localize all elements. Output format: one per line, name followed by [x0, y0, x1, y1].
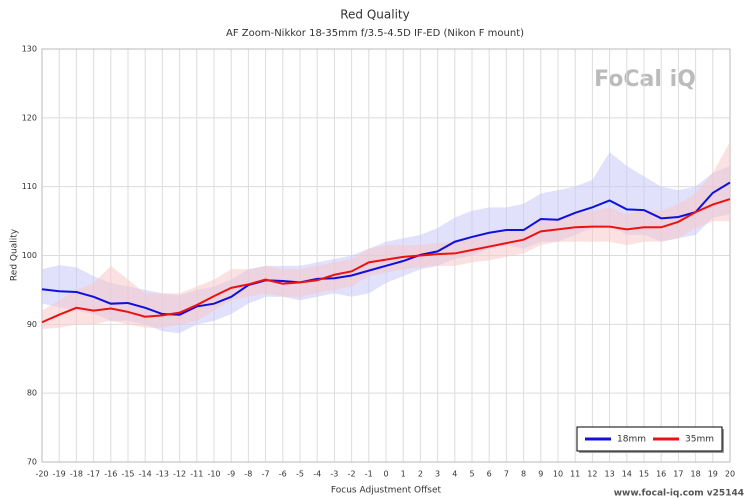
x-tick-label: 3 [435, 470, 440, 479]
footer: www.focal-iq.com v25144 [614, 489, 744, 499]
y-tick-label: 80 [27, 389, 37, 398]
x-tick-label: -12 [173, 470, 186, 479]
x-tick-label: -16 [104, 470, 117, 479]
y-tick-label: 100 [22, 251, 37, 260]
x-tick-label: -20 [35, 470, 48, 479]
x-tick-label: -8 [244, 470, 252, 479]
x-tick-label: -13 [156, 470, 169, 479]
chart-title: Red Quality [340, 8, 410, 22]
y-tick-label: 110 [22, 182, 37, 191]
legend-label: 18mm [617, 435, 646, 445]
x-tick-label: 6 [487, 470, 492, 479]
x-tick-label: -18 [70, 470, 83, 479]
x-tick-label: -7 [262, 470, 270, 479]
y-axis-label: Red Quality [10, 228, 20, 281]
x-tick-label: 18 [691, 470, 701, 479]
y-tick-label: 90 [27, 320, 37, 329]
x-tick-label: 17 [673, 470, 683, 479]
x-tick-label: 16 [656, 470, 666, 479]
x-tick-label: -14 [139, 470, 152, 479]
x-tick-label: -3 [330, 470, 338, 479]
x-tick-label: 5 [469, 470, 474, 479]
x-tick-label: 14 [622, 470, 632, 479]
series-line [41, 198, 731, 324]
x-tick-label: -15 [121, 470, 134, 479]
x-tick-label: 0 [383, 470, 388, 479]
x-tick-label: -9 [227, 470, 235, 479]
y-tick-label: 70 [27, 458, 37, 467]
legend-label: 35mm [685, 435, 714, 445]
x-tick-label: -11 [190, 470, 203, 479]
band [42, 141, 730, 330]
x-tick-label: 7 [504, 470, 509, 479]
x-tick-label: 2 [418, 470, 423, 479]
x-tick-label: 19 [708, 470, 718, 479]
x-tick-label: 12 [587, 470, 597, 479]
x-tick-label: -10 [207, 470, 220, 479]
x-tick-label: 11 [570, 470, 580, 479]
chart-subtitle: AF Zoom-Nikkor 18-35mm f/3.5-4.5D IF-ED … [226, 28, 524, 39]
x-tick-label: -2 [348, 470, 356, 479]
y-tick-label: 130 [22, 45, 37, 54]
x-tick-label: -19 [53, 470, 66, 479]
series-line [41, 181, 731, 316]
x-axis-label: Focus Adjustment Offset [331, 486, 442, 496]
x-tick-label: 4 [452, 470, 457, 479]
x-tick-label: -4 [313, 470, 321, 479]
x-tick-label: -17 [87, 470, 100, 479]
y-tick-label: 120 [22, 113, 37, 122]
x-tick-label: 20 [725, 470, 735, 479]
x-tick-label: -6 [279, 470, 287, 479]
x-tick-label: 1 [401, 470, 406, 479]
x-tick-label: 8 [521, 470, 526, 479]
x-tick-label: -1 [365, 470, 373, 479]
x-tick-label: 10 [553, 470, 563, 479]
x-tick-label: 15 [639, 470, 649, 479]
x-tick-label: 13 [605, 470, 615, 479]
x-tick-label: -5 [296, 470, 304, 479]
x-tick-label: 9 [538, 470, 543, 479]
plot-frame [41, 48, 731, 463]
